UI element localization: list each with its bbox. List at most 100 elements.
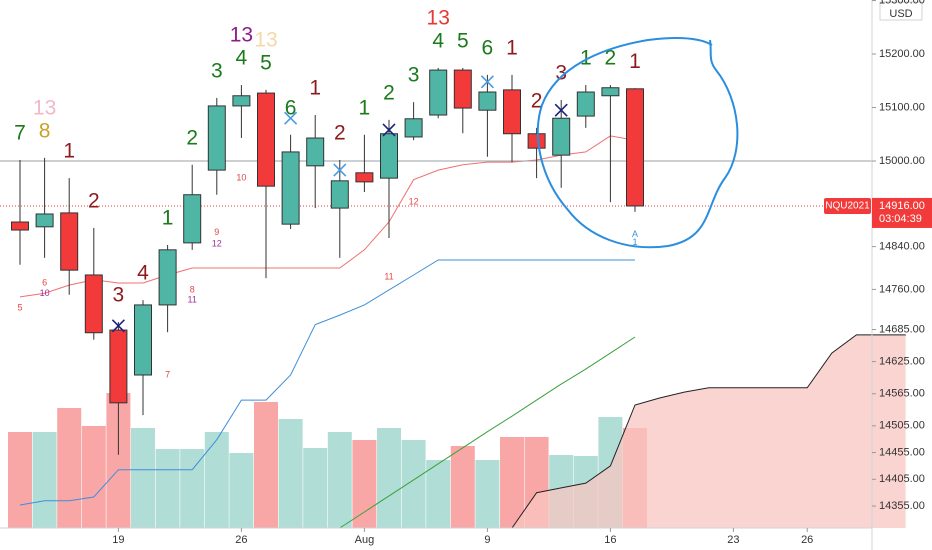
- candle-body: [503, 89, 521, 135]
- td-count: 1: [309, 77, 321, 100]
- td-count: 4: [236, 47, 248, 70]
- volume-bar: [500, 437, 524, 528]
- candle-body: [134, 304, 152, 376]
- candle-body: [453, 69, 472, 109]
- td-count: 2: [186, 126, 198, 149]
- count-label: 12: [212, 238, 222, 248]
- candle-body: [601, 87, 620, 97]
- volume-bar: [327, 432, 352, 528]
- td-count: 1: [162, 207, 174, 230]
- candle-body: [232, 95, 251, 107]
- td-count: 3: [113, 284, 125, 307]
- count-label: 11: [188, 294, 197, 304]
- volume-bar: [32, 432, 57, 528]
- candle-body: [330, 180, 349, 209]
- y-tick-label: 15200.00: [879, 48, 925, 60]
- line: [19, 259, 635, 506]
- symbol-tag: [824, 197, 871, 214]
- volume-bar: [57, 408, 82, 528]
- line: [19, 135, 636, 298]
- x-tick-label: 23: [727, 534, 739, 546]
- price-tag: [872, 197, 932, 228]
- y-tick-label: 14455.00: [879, 446, 925, 458]
- candle-body: [552, 117, 571, 156]
- y-tick-label: 15300.00: [879, 0, 925, 6]
- count-label: 6: [42, 277, 47, 287]
- td-count: 1: [580, 47, 592, 70]
- td-count: 3: [555, 62, 567, 85]
- line: [339, 336, 636, 529]
- candle-body: [257, 92, 275, 187]
- countdown-label: 03:04:39: [879, 213, 922, 225]
- candle-body: [527, 133, 546, 149]
- volume-bar: [278, 419, 303, 528]
- volume-bar: [254, 402, 278, 528]
- count-label: 8: [190, 284, 195, 294]
- cross-marker: [111, 319, 125, 333]
- cross-marker: [333, 163, 347, 177]
- y-tick-label: 15100.00: [879, 101, 925, 113]
- td-count: 2: [605, 47, 617, 70]
- count-label: 12: [409, 197, 419, 207]
- td-count: 7: [14, 121, 26, 144]
- candle-body: [626, 88, 644, 207]
- x-tick-label: 26: [235, 534, 247, 546]
- td-count: 8: [39, 119, 51, 142]
- y-tick-label: 15000.00: [879, 155, 925, 167]
- candle-body: [11, 221, 29, 231]
- y-tick-label: 14760.00: [879, 283, 925, 295]
- y-tick-label: 14685.00: [879, 323, 925, 335]
- volume-bar: [229, 453, 254, 528]
- td-count: 13: [230, 24, 253, 47]
- td-count: 4: [137, 262, 149, 285]
- td-count: 5: [457, 29, 469, 52]
- volume-bar: [450, 446, 475, 528]
- candle-body: [158, 249, 177, 306]
- currency: USD: [889, 8, 912, 20]
- count-label: 7: [165, 369, 170, 379]
- volume-bar: [352, 440, 377, 528]
- td-count: 1: [63, 140, 75, 163]
- x-tick-label: 26: [801, 534, 813, 546]
- candle-body: [35, 213, 54, 228]
- candle-body: [576, 91, 595, 117]
- x-tick-label: 9: [484, 534, 490, 546]
- td-count: 3: [211, 59, 223, 82]
- td-count: 13: [33, 96, 56, 119]
- td-count: 13: [254, 28, 277, 51]
- cross-marker: [480, 75, 494, 89]
- volume-bar: [426, 460, 451, 528]
- cross-marker: [554, 103, 568, 117]
- y-tick-label: 14505.00: [879, 420, 925, 432]
- candle-body: [109, 329, 128, 404]
- x-tick-label: 19: [112, 534, 124, 546]
- volume-bar: [401, 440, 426, 528]
- volume-bar: [303, 448, 328, 528]
- td-count: 2: [383, 81, 395, 104]
- y-tick-label: 14405.00: [879, 473, 925, 485]
- y-tick-label: 14840.00: [879, 241, 925, 253]
- candle-body: [306, 137, 325, 167]
- td-count: 4: [432, 29, 444, 52]
- candle-body: [183, 194, 202, 244]
- cross-marker: [284, 111, 298, 125]
- candle-body: [380, 133, 398, 179]
- line: [511, 334, 907, 529]
- count-label: 1: [632, 237, 637, 247]
- currency-box[interactable]: [879, 1, 923, 21]
- volume-bar: [204, 432, 229, 528]
- volume-bar: [81, 426, 106, 528]
- td-count: 6: [285, 96, 297, 119]
- x-tick-label: Aug: [355, 534, 375, 546]
- candle-body: [478, 91, 497, 111]
- x-tick-label: 16: [604, 534, 616, 546]
- y-tick-label: 14625.00: [879, 356, 925, 368]
- count-label: 10: [40, 288, 50, 298]
- cross-marker: [382, 123, 396, 137]
- candle-body: [60, 212, 79, 271]
- volume-bar: [8, 432, 32, 528]
- candle-body: [404, 118, 423, 138]
- count-label: 5: [17, 303, 22, 313]
